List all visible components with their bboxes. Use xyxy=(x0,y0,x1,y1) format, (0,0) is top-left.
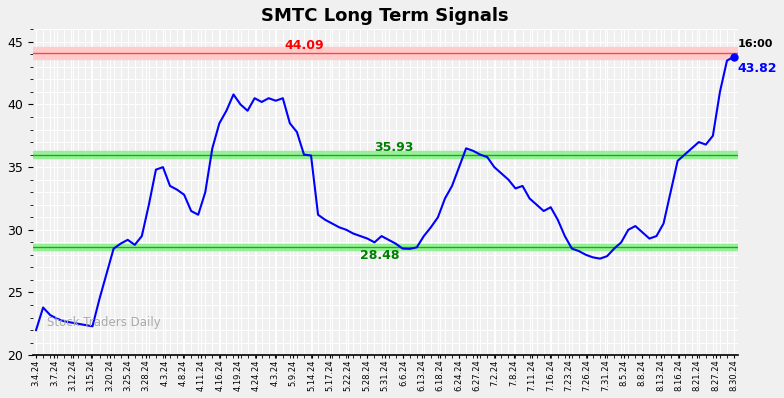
Bar xyxy=(33,244,738,250)
Title: SMTC Long Term Signals: SMTC Long Term Signals xyxy=(261,7,509,25)
Text: Stock Traders Daily: Stock Traders Daily xyxy=(46,316,161,329)
Text: 28.48: 28.48 xyxy=(361,250,400,263)
Text: 43.82: 43.82 xyxy=(738,62,777,74)
Text: 35.93: 35.93 xyxy=(375,141,414,154)
Bar xyxy=(33,47,738,59)
Bar xyxy=(33,152,738,158)
Text: 44.09: 44.09 xyxy=(284,39,324,52)
Text: 16:00: 16:00 xyxy=(738,39,773,49)
